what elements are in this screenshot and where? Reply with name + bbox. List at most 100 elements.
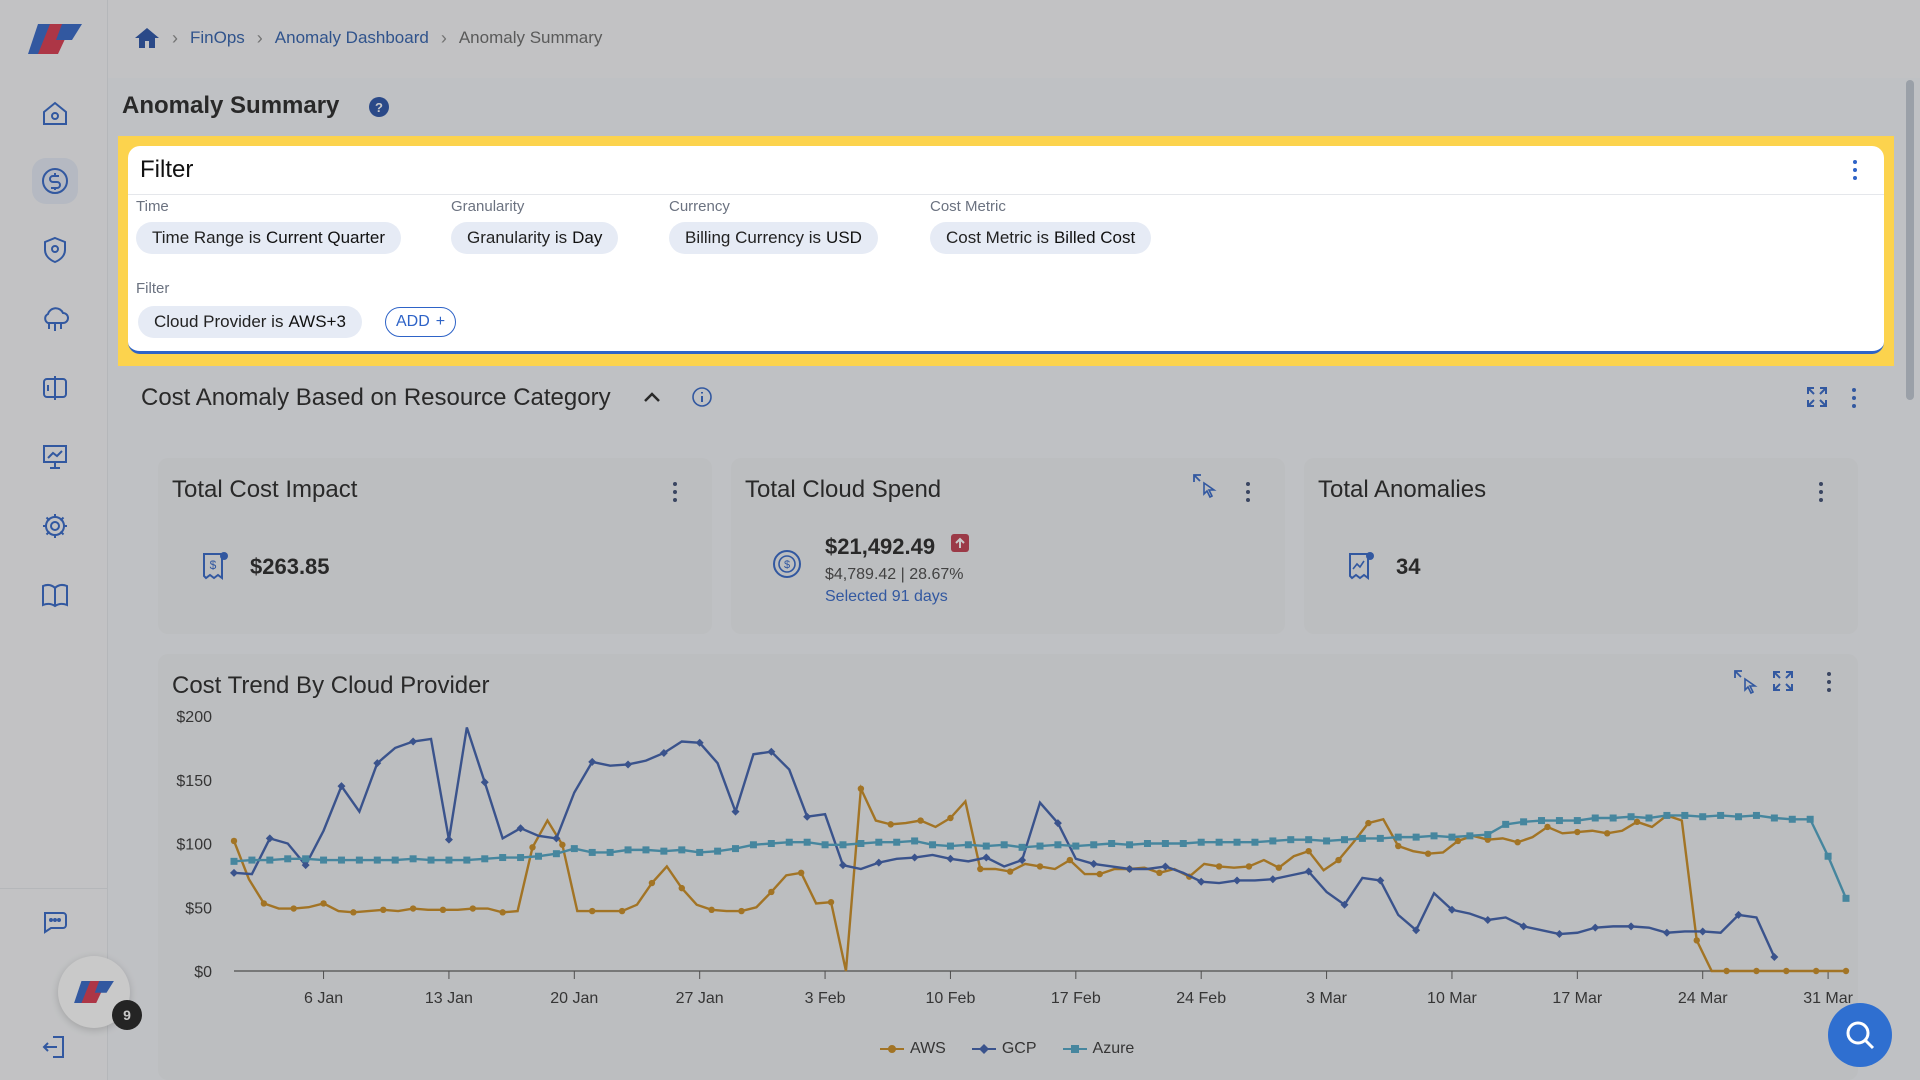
data-point-gcp[interactable]: [230, 868, 238, 877]
shield-icon[interactable]: [32, 227, 78, 273]
data-point-azure[interactable]: [534, 852, 542, 860]
help-icon[interactable]: ?: [369, 97, 389, 117]
data-point-azure[interactable]: [302, 855, 310, 863]
data-point-aws[interactable]: [1335, 856, 1342, 864]
data-point-aws[interactable]: [1156, 869, 1163, 877]
data-point-aws[interactable]: [1096, 870, 1103, 878]
fullscreen-icon[interactable]: [1806, 386, 1828, 408]
data-point-gcp[interactable]: [910, 853, 919, 862]
data-point-azure[interactable]: [1591, 814, 1599, 822]
data-point-gcp[interactable]: [1197, 877, 1206, 886]
data-point-aws[interactable]: [350, 909, 357, 916]
data-point-azure[interactable]: [1179, 840, 1187, 847]
data-point-azure[interactable]: [1233, 838, 1241, 846]
data-point-azure[interactable]: [1358, 834, 1366, 842]
data-point-aws[interactable]: [439, 906, 447, 913]
data-point-azure[interactable]: [1770, 814, 1778, 822]
data-point-azure[interactable]: [1161, 840, 1169, 847]
data-point-azure[interactable]: [1663, 811, 1671, 819]
data-point-aws[interactable]: [499, 909, 506, 916]
data-point-gcp[interactable]: [624, 760, 633, 769]
data-point-gcp[interactable]: [1662, 928, 1671, 937]
data-point-aws[interactable]: [290, 905, 297, 912]
assistant-avatar[interactable]: [58, 956, 130, 1028]
data-point-aws[interactable]: [1395, 842, 1402, 850]
data-point-gcp[interactable]: [1376, 876, 1385, 885]
data-point-aws[interactable]: [559, 841, 566, 848]
data-point-gcp[interactable]: [767, 747, 776, 756]
data-point-azure[interactable]: [1090, 841, 1098, 849]
drill-click-icon[interactable]: [1732, 668, 1760, 696]
dollar-icon[interactable]: [32, 158, 78, 204]
data-point-aws[interactable]: [1633, 818, 1641, 826]
data-point-azure[interactable]: [1627, 813, 1635, 821]
data-point-azure[interactable]: [803, 838, 811, 846]
data-point-aws[interactable]: [1783, 967, 1790, 975]
data-point-azure[interactable]: [1376, 834, 1384, 842]
cost-metric-chip[interactable]: Cost Metric is Billed Cost: [930, 222, 1152, 254]
data-point-azure[interactable]: [1520, 818, 1528, 826]
data-point-azure[interactable]: [785, 838, 793, 846]
data-point-azure[interactable]: [1394, 833, 1402, 841]
data-point-aws[interactable]: [529, 844, 536, 851]
data-point-azure[interactable]: [1484, 831, 1492, 839]
book-icon[interactable]: [32, 572, 78, 618]
series-line-gcp[interactable]: [233, 727, 1776, 958]
data-point-aws[interactable]: [1275, 864, 1283, 871]
data-point-aws[interactable]: [1215, 863, 1223, 870]
data-point-azure[interactable]: [696, 848, 704, 856]
data-point-aws[interactable]: [827, 898, 835, 906]
data-point-gcp[interactable]: [695, 738, 704, 747]
data-point-aws[interactable]: [1365, 819, 1372, 827]
data-point-azure[interactable]: [570, 845, 578, 853]
chart-menu-kebab[interactable]: [1822, 672, 1836, 692]
data-point-aws[interactable]: [1812, 967, 1820, 975]
data-point-aws[interactable]: [857, 785, 865, 792]
data-point-gcp[interactable]: [946, 854, 955, 863]
data-point-aws[interactable]: [738, 907, 745, 915]
data-point-azure[interactable]: [1502, 820, 1510, 828]
data-point-azure[interactable]: [284, 855, 292, 863]
data-point-gcp[interactable]: [444, 835, 453, 844]
data-point-azure[interactable]: [1197, 838, 1205, 846]
logout-icon[interactable]: [32, 1024, 78, 1070]
data-point-azure[interactable]: [355, 856, 363, 864]
legend-item-gcp[interactable]: GCP: [971, 1040, 1037, 1058]
data-point-gcp[interactable]: [1734, 910, 1743, 919]
data-point-azure[interactable]: [248, 856, 256, 864]
data-point-azure[interactable]: [1681, 811, 1689, 819]
card-menu-kebab[interactable]: [1814, 482, 1828, 502]
card-menu-kebab[interactable]: [668, 482, 682, 502]
data-point-azure[interactable]: [552, 850, 560, 858]
data-point-azure[interactable]: [481, 855, 489, 863]
data-point-azure[interactable]: [821, 841, 829, 849]
data-point-azure[interactable]: [749, 841, 757, 849]
data-point-azure[interactable]: [1287, 836, 1295, 844]
data-point-azure[interactable]: [1788, 815, 1796, 823]
data-point-azure[interactable]: [767, 840, 775, 847]
data-point-aws[interactable]: [768, 888, 775, 896]
data-point-aws[interactable]: [260, 900, 268, 907]
data-point-aws[interactable]: [1036, 863, 1044, 870]
data-point-azure[interactable]: [409, 855, 417, 863]
data-point-gcp[interactable]: [1447, 905, 1456, 914]
presentation-icon[interactable]: [32, 434, 78, 480]
data-point-gcp[interactable]: [1161, 862, 1170, 871]
data-point-gcp[interactable]: [731, 807, 740, 816]
data-point-aws[interactable]: [618, 907, 626, 915]
time-range-chip[interactable]: Time Range is Current Quarter: [136, 222, 402, 254]
data-point-azure[interactable]: [1824, 852, 1832, 860]
data-point-azure[interactable]: [1448, 833, 1456, 841]
cloud-provider-chip[interactable]: Cloud Provider is AWS+3: [138, 306, 362, 338]
data-point-aws[interactable]: [1753, 967, 1760, 975]
data-point-aws[interactable]: [1514, 839, 1521, 846]
data-point-azure[interactable]: [588, 848, 596, 856]
add-filter-button[interactable]: ADD +: [385, 307, 457, 337]
data-point-gcp[interactable]: [1627, 922, 1636, 931]
data-point-aws[interactable]: [1424, 850, 1432, 857]
data-point-gcp[interactable]: [1698, 927, 1707, 936]
data-point-gcp[interactable]: [1304, 867, 1313, 876]
data-point-gcp[interactable]: [337, 782, 346, 791]
data-point-azure[interactable]: [320, 856, 328, 864]
data-point-azure[interactable]: [1269, 837, 1277, 845]
